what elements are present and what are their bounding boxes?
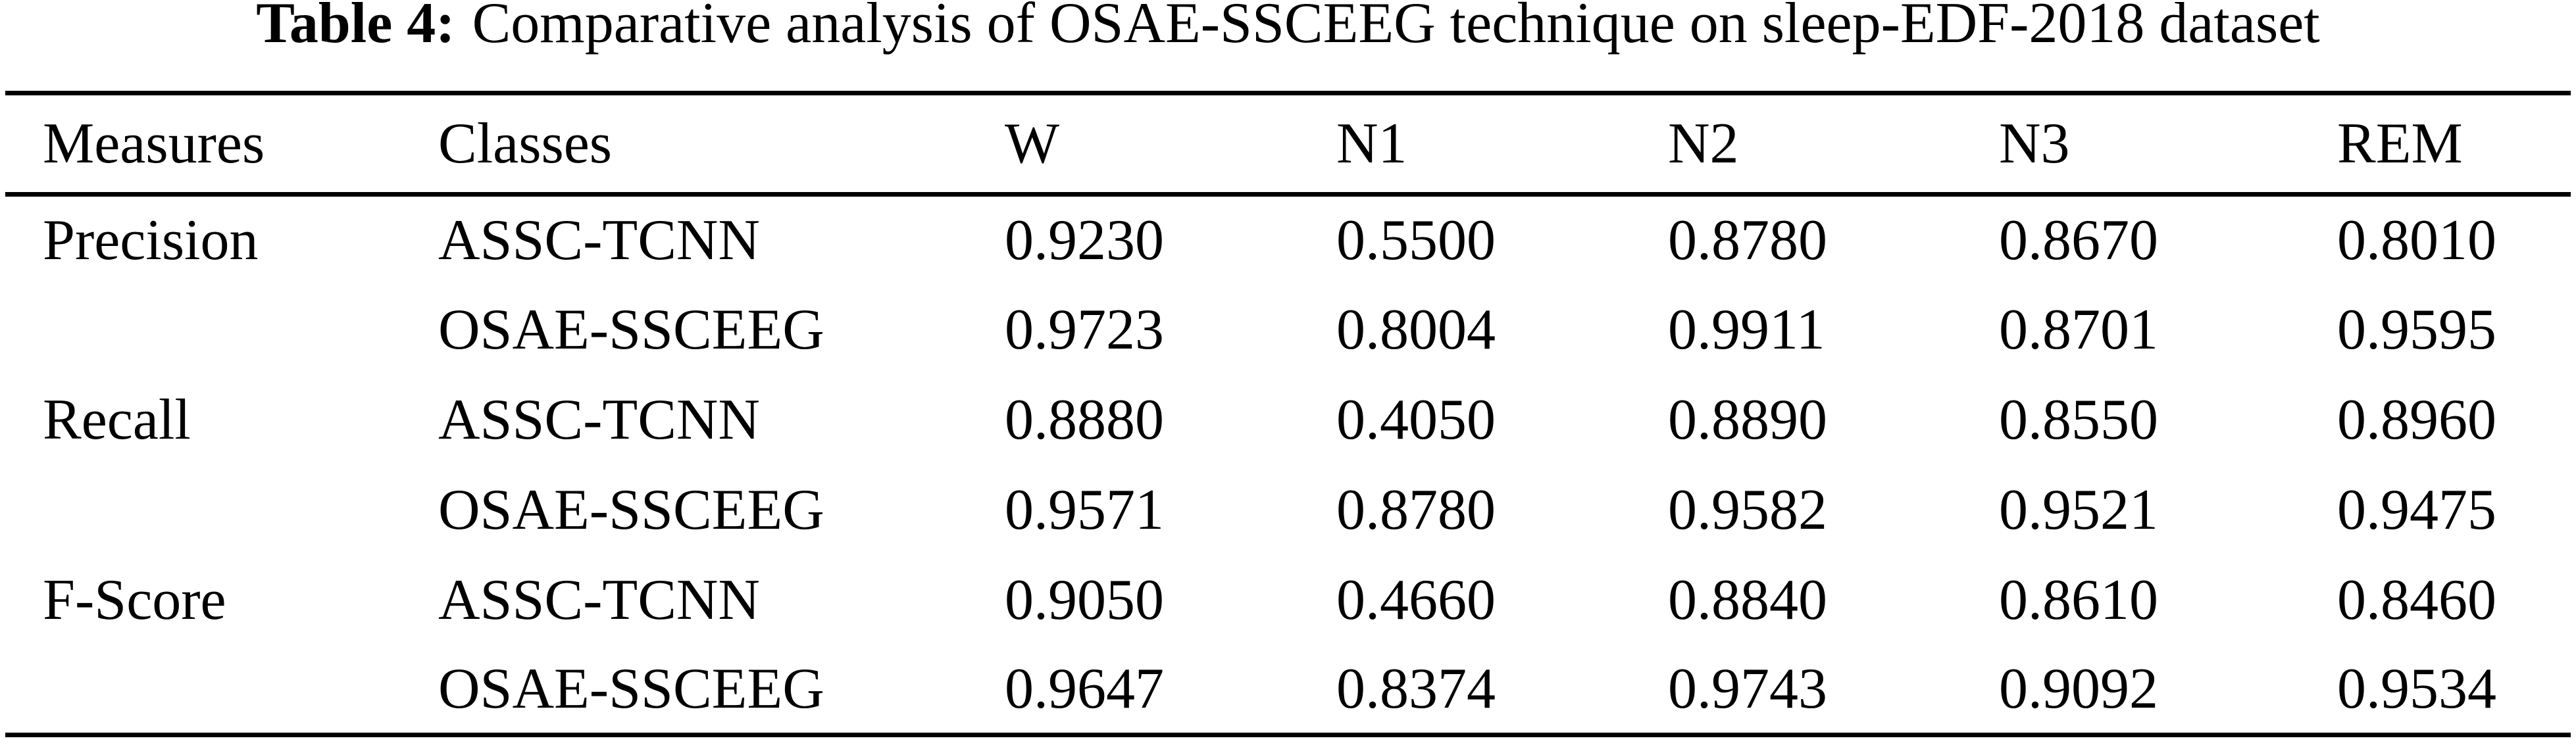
table-row: OSAE-SSCEEG 0.9647 0.8374 0.9743 0.9092 … [5, 645, 2571, 735]
class-cell: OSAE-SSCEEG [438, 477, 824, 542]
results-table: Measures Classes W N1 N2 N3 REM Precisio… [5, 91, 2571, 737]
value-cell: 0.8460 [2337, 568, 2496, 632]
value-cell: 0.8550 [1999, 387, 2158, 452]
value-cell: 0.9521 [1999, 477, 2158, 542]
column-header-w: W [1005, 93, 1336, 197]
value-cell: 0.4050 [1336, 387, 1496, 452]
measure-cell [5, 465, 438, 555]
value-cell: 0.9475 [2337, 477, 2496, 542]
value-cell: 0.9723 [1005, 297, 1164, 362]
value-cell: 0.9582 [1668, 477, 1827, 542]
value-cell: 0.8004 [1336, 297, 1496, 362]
table-row: OSAE-SSCEEG 0.9723 0.8004 0.9911 0.8701 … [5, 285, 2571, 375]
value-cell: 0.8610 [1999, 568, 2158, 632]
value-cell: 0.8670 [1999, 208, 2158, 273]
table-row: Recall ASSC-TCNN 0.8880 0.4050 0.8890 0.… [5, 375, 2571, 465]
value-cell: 0.9911 [1668, 297, 1825, 362]
value-cell: 0.9092 [1999, 656, 2158, 721]
measure-cell: Recall [43, 387, 191, 452]
table-caption: Table 4: Comparative analysis of OSAE-SSC… [0, 0, 2576, 53]
value-cell: 0.8780 [1336, 477, 1496, 542]
column-header-rem: REM [2337, 93, 2571, 197]
class-cell: OSAE-SSCEEG [438, 297, 824, 362]
table-caption-number: Table 4: [256, 0, 455, 55]
value-cell: 0.8374 [1336, 656, 1496, 721]
value-cell: 0.8880 [1005, 387, 1164, 452]
column-header-n1: N1 [1336, 93, 1668, 197]
header-row: Measures Classes W N1 N2 N3 REM [5, 93, 2571, 197]
value-cell: 0.8010 [2337, 208, 2496, 273]
value-cell: 0.4660 [1336, 568, 1496, 632]
table-row: F-Score ASSC-TCNN 0.9050 0.4660 0.8840 0… [5, 555, 2571, 645]
class-cell: ASSC-TCNN [438, 568, 760, 632]
measure-cell [5, 645, 438, 735]
value-cell: 0.8701 [1999, 297, 2158, 362]
measure-cell: F-Score [43, 568, 226, 632]
value-cell: 0.8840 [1668, 568, 1827, 632]
table-row: OSAE-SSCEEG 0.9571 0.8780 0.9582 0.9521 … [5, 465, 2571, 555]
column-header-n3: N3 [1999, 93, 2337, 197]
value-cell: 0.9230 [1005, 208, 1164, 273]
value-cell: 0.9743 [1668, 656, 1827, 721]
value-cell: 0.8890 [1668, 387, 1827, 452]
table-caption-text: Comparative analysis of OSAE-SSCEEG tech… [472, 0, 2320, 55]
measure-cell [5, 285, 438, 375]
table-row: Precision ASSC-TCNN 0.9230 0.5500 0.8780… [5, 195, 2571, 285]
value-cell: 0.9571 [1005, 477, 1164, 542]
value-cell: 0.5500 [1336, 208, 1496, 273]
value-cell: 0.8780 [1668, 208, 1827, 273]
value-cell: 0.9595 [2337, 297, 2496, 362]
column-header-n2: N2 [1668, 93, 1999, 197]
class-cell: ASSC-TCNN [438, 387, 760, 452]
measure-cell: Precision [43, 208, 259, 273]
column-header-classes: Classes [438, 93, 1005, 197]
value-cell: 0.9534 [2337, 656, 2496, 721]
value-cell: 0.9050 [1005, 568, 1164, 632]
class-cell: OSAE-SSCEEG [438, 656, 824, 721]
value-cell: 0.9647 [1005, 656, 1164, 721]
column-header-measures: Measures [5, 93, 438, 197]
value-cell: 0.8960 [2337, 387, 2496, 452]
class-cell: ASSC-TCNN [438, 208, 760, 273]
